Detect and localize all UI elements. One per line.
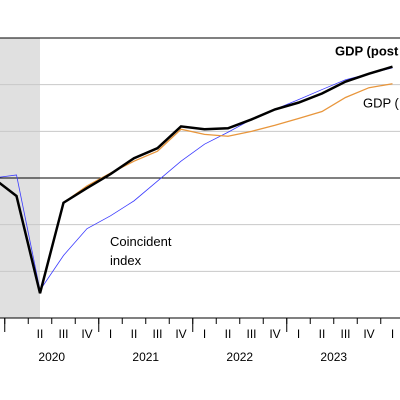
- series-line: [0, 67, 393, 292]
- x-tick-label: III: [152, 327, 162, 341]
- x-tick-label: II: [37, 327, 44, 341]
- x-tick-label: II: [319, 327, 326, 341]
- x-tick-label: IV: [269, 327, 280, 341]
- x-tick-label: III: [246, 327, 256, 341]
- x-tick-label: II: [225, 327, 232, 341]
- series-label: GDP (post: [335, 43, 399, 58]
- x-tick-label: I: [297, 327, 300, 341]
- series-label-line: index: [110, 253, 142, 268]
- x-tick-label: IV: [81, 327, 92, 341]
- x-tick-label: IV: [175, 327, 186, 341]
- year-label: 2021: [132, 350, 159, 364]
- year-label: 2023: [320, 350, 347, 364]
- x-tick-label: III: [58, 327, 68, 341]
- x-tick-label: II: [131, 327, 138, 341]
- x-tick-label: I: [391, 327, 394, 341]
- x-tick-label: I: [109, 327, 112, 341]
- x-tick-label: IV: [363, 327, 374, 341]
- series-label: Coincident index: [110, 234, 172, 268]
- x-tick-label: III: [340, 327, 350, 341]
- series-label: GDP (: [363, 95, 400, 110]
- series-line: [0, 65, 393, 294]
- series-label-line: Coincident: [110, 234, 172, 249]
- x-tick-label: I: [203, 327, 206, 341]
- year-label: 2022: [226, 350, 253, 364]
- year-label: 2020: [38, 350, 65, 364]
